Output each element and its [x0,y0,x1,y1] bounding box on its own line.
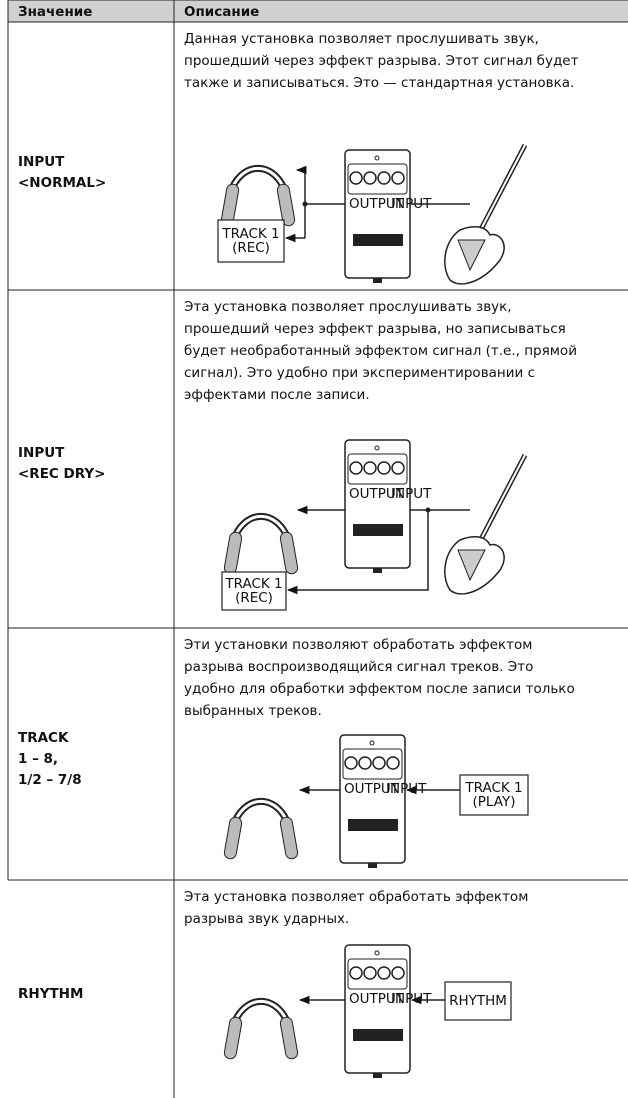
track-box-label: TRACK 1 [221,226,279,242]
row-description: эффектами после записи. [184,387,370,403]
pedal-knob [344,756,358,770]
pedal-foot [373,568,382,573]
track-box-label: (REC) [235,590,273,606]
headphones-band [231,799,291,828]
headphones-band [231,999,291,1028]
row-value: INPUT [18,445,65,461]
pedal-output-label: OUTPUT [344,781,400,797]
pedal-knob [377,461,391,475]
row-value: <REC DRY> [18,466,106,482]
pedal-knob [349,461,363,475]
headphones-cup [279,1016,299,1060]
headphones-cup [223,1016,243,1060]
row-value: INPUT [18,154,65,170]
headphones-cup [276,183,296,227]
junction [425,507,431,513]
pedal-foot [373,278,382,283]
pedal-knob [363,966,377,980]
row-description: Эта установка позволяет обработать эффек… [184,889,528,905]
junction [302,201,308,207]
pedal-led [374,155,380,161]
track-box-label: TRACK 1 [464,780,522,796]
pedal-foot [368,863,377,868]
pedal-led [374,950,380,956]
headphones-band [231,514,291,543]
row-value: RHYTHM [18,986,83,1002]
header-col1: Значение [18,4,92,20]
headphones-cup [223,531,243,575]
headphones-cup [279,816,299,860]
pedal-knob [363,171,377,185]
row-description: прошедший через эффект разрыва. Этот сиг… [184,53,579,69]
track-box [459,774,529,816]
pedal-input-label: INPUT [391,486,432,502]
pedal-input-label: INPUT [391,991,432,1007]
pedal-knob [391,461,405,475]
guitar-neck [477,144,526,236]
pedal-foot [373,1073,382,1078]
pedal-logo [353,524,403,536]
track-box-label: TRACK 1 [224,576,282,592]
pedal-knob [372,756,386,770]
pedal-knob [377,171,391,185]
pedal-knob [349,966,363,980]
pedal-knob [391,966,405,980]
pedal-led [374,445,380,451]
row-value: TRACK [18,730,69,746]
pedal-output-label: OUTPUT [349,991,405,1007]
pedal-output-label: OUTPUT [349,196,405,212]
pedal-knob [358,756,372,770]
pedal-knob [386,756,400,770]
row-description: удобно для обработки эффектом после запи… [184,681,575,697]
track-box [221,571,287,611]
row-value: 1/2 – 7/8 [18,772,82,788]
row-value: <NORMAL> [18,175,106,191]
track-box-label: RHYTHM [449,993,507,1009]
header-col2: Описание [184,4,259,20]
pedal-knob [391,171,405,185]
pedal-knob [377,966,391,980]
track-box-label: (REC) [232,240,270,256]
track-box [217,219,285,263]
row-description: разрыва звук ударных. [184,911,349,927]
pedal-logo [353,234,403,246]
pedal-knob [349,171,363,185]
guitar-neck [477,454,526,546]
header-background [8,0,628,22]
headphones-cup [279,531,299,575]
guitar-guard [457,239,486,272]
row-description: Эта установка позволяет прослушивать зву… [184,299,512,315]
headphones-band [228,166,288,195]
row-value: 1 – 8, [18,751,58,767]
row-description: разрыва воспроизводящийся сигнал треков.… [184,659,533,675]
row-description: также и записываться. Это — стандартная … [184,75,574,91]
track-box-label: (PLAY) [473,794,516,810]
pedal-knob [363,461,377,475]
row-description: будет необработанный эффектом сигнал (т.… [184,343,577,359]
pedal-input-label: INPUT [386,781,427,797]
pedal-output-label: OUTPUT [349,486,405,502]
headphones-cup [223,816,243,860]
pedal-led [369,740,375,746]
guitar-guard [457,549,486,582]
pedal-logo [353,1029,403,1041]
row-description: сигнал). Это удобно при экспериментирова… [184,365,535,381]
pedal-logo [348,819,398,831]
row-description: Данная установка позволяет прослушивать … [184,31,539,47]
arrow [286,510,429,595]
row-description: выбранных треков. [184,703,322,719]
row-description: Эти установки позволяют обработать эффек… [184,637,532,653]
track-box [444,981,512,1021]
row-description: прошедший через эффект разрыва, но запис… [184,321,566,337]
